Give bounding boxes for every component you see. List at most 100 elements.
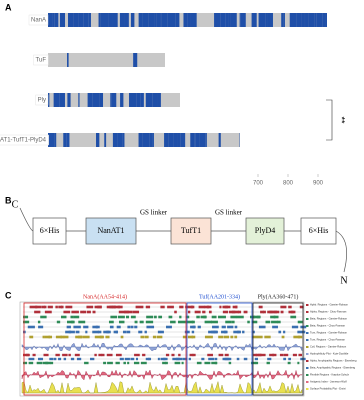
terminus-label: C bbox=[12, 199, 19, 210]
track-segment bbox=[231, 310, 239, 314]
track-segment bbox=[160, 330, 164, 334]
track-segment bbox=[280, 305, 287, 309]
legend-swatch bbox=[306, 318, 309, 320]
epitope-stripe bbox=[187, 13, 191, 27]
epitope-stripe bbox=[122, 133, 125, 147]
legend-swatch bbox=[306, 339, 309, 341]
track-segment bbox=[63, 357, 67, 361]
track-segment bbox=[281, 335, 285, 339]
track-segment bbox=[182, 335, 188, 339]
track-segment bbox=[230, 335, 234, 339]
track-segment bbox=[83, 310, 87, 314]
track-segment bbox=[187, 310, 191, 314]
legend-label: Alpha, Amphipathic Regions - Eisenberg bbox=[310, 359, 357, 363]
track-segment bbox=[23, 320, 30, 324]
track-segment bbox=[119, 357, 124, 361]
epitope-stripe bbox=[194, 133, 196, 147]
track-segment bbox=[203, 315, 207, 319]
track-segment bbox=[293, 335, 301, 339]
track-segment bbox=[70, 315, 74, 319]
track-segment bbox=[269, 310, 277, 314]
track-segment bbox=[191, 330, 195, 334]
epitope-stripe bbox=[149, 133, 153, 147]
epitope-stripe bbox=[120, 93, 124, 107]
track-segment bbox=[231, 320, 235, 324]
label-box bbox=[33, 54, 49, 66]
track-segment bbox=[144, 335, 149, 339]
track-segment bbox=[170, 320, 176, 324]
track-segment bbox=[40, 315, 47, 319]
track-segment bbox=[171, 353, 175, 357]
track-segment bbox=[211, 320, 218, 324]
epitope-stripe bbox=[168, 133, 174, 147]
epitope-stripe bbox=[160, 13, 162, 27]
epitope-stripe bbox=[296, 13, 302, 27]
track-segment bbox=[288, 305, 292, 309]
track-segment bbox=[157, 330, 162, 334]
track-segment bbox=[264, 335, 271, 339]
track-segment bbox=[113, 305, 121, 309]
track-segment bbox=[224, 357, 230, 361]
track-segment bbox=[212, 325, 219, 329]
track-segment bbox=[202, 310, 206, 314]
domain-box bbox=[85, 217, 137, 245]
track-segment bbox=[185, 320, 194, 324]
track-segment bbox=[218, 335, 224, 339]
epitope-stripe bbox=[218, 133, 221, 147]
track-segment bbox=[75, 330, 80, 334]
epitope-stripe bbox=[100, 13, 109, 27]
epitope-stripe bbox=[183, 13, 188, 27]
track-segment bbox=[103, 361, 107, 365]
track-segment bbox=[165, 353, 170, 357]
track-segment bbox=[251, 320, 258, 324]
epitope-stripe bbox=[173, 133, 178, 147]
track-segment bbox=[111, 305, 116, 309]
track-segment bbox=[36, 361, 43, 365]
track-segment bbox=[236, 357, 240, 361]
terminus-label: N bbox=[340, 275, 347, 286]
track-segment bbox=[232, 305, 238, 309]
label-box bbox=[35, 94, 49, 106]
track-segment bbox=[258, 305, 263, 309]
track-segment bbox=[256, 315, 260, 319]
epitope-stripe bbox=[138, 13, 143, 27]
legend-label: Beta, Regions - Garnier-Robson bbox=[310, 317, 348, 321]
legend-label: Hphb. Regions - Garnier-Robson bbox=[310, 303, 348, 307]
track-segment bbox=[254, 357, 258, 361]
track-segment bbox=[140, 361, 147, 365]
domain-label: TufT1 bbox=[181, 226, 201, 235]
track-segment bbox=[218, 353, 224, 357]
track-segment bbox=[297, 320, 303, 324]
epitope-stripe bbox=[112, 13, 118, 27]
legend-swatch bbox=[306, 346, 309, 348]
x-tick-label: 900 bbox=[313, 181, 324, 187]
track-segment bbox=[191, 335, 196, 339]
track-segment bbox=[126, 315, 130, 319]
epitope-stripe bbox=[54, 133, 57, 147]
epitope-stripe bbox=[283, 13, 285, 27]
epitope-stripe bbox=[157, 93, 161, 107]
track-segment bbox=[185, 315, 190, 319]
legend-label: Surface Probability Plot - Emini bbox=[310, 387, 346, 391]
track-segment bbox=[130, 357, 135, 361]
legend-label: Antigenic Index - Jameson-Wolf bbox=[310, 380, 347, 384]
legend-swatch bbox=[306, 360, 309, 362]
epitope-stripe bbox=[301, 13, 305, 27]
track-segment bbox=[196, 315, 200, 319]
epitope-stripe bbox=[148, 13, 155, 27]
track-segment bbox=[225, 320, 232, 324]
track-segment bbox=[117, 315, 125, 319]
track-segment bbox=[28, 361, 34, 365]
legend-label: Alpha, Regions - Chou-Fasman bbox=[310, 310, 347, 314]
track-segment bbox=[60, 305, 64, 309]
track-segment bbox=[139, 320, 144, 324]
profile-area bbox=[21, 369, 303, 381]
track-segment bbox=[298, 353, 303, 357]
track-segment bbox=[273, 315, 279, 319]
track-segment bbox=[145, 357, 150, 361]
track-segment bbox=[95, 325, 98, 329]
track-segment bbox=[134, 320, 138, 324]
track-segment bbox=[197, 325, 201, 329]
track-segment bbox=[115, 361, 120, 365]
track-segment bbox=[204, 361, 211, 365]
